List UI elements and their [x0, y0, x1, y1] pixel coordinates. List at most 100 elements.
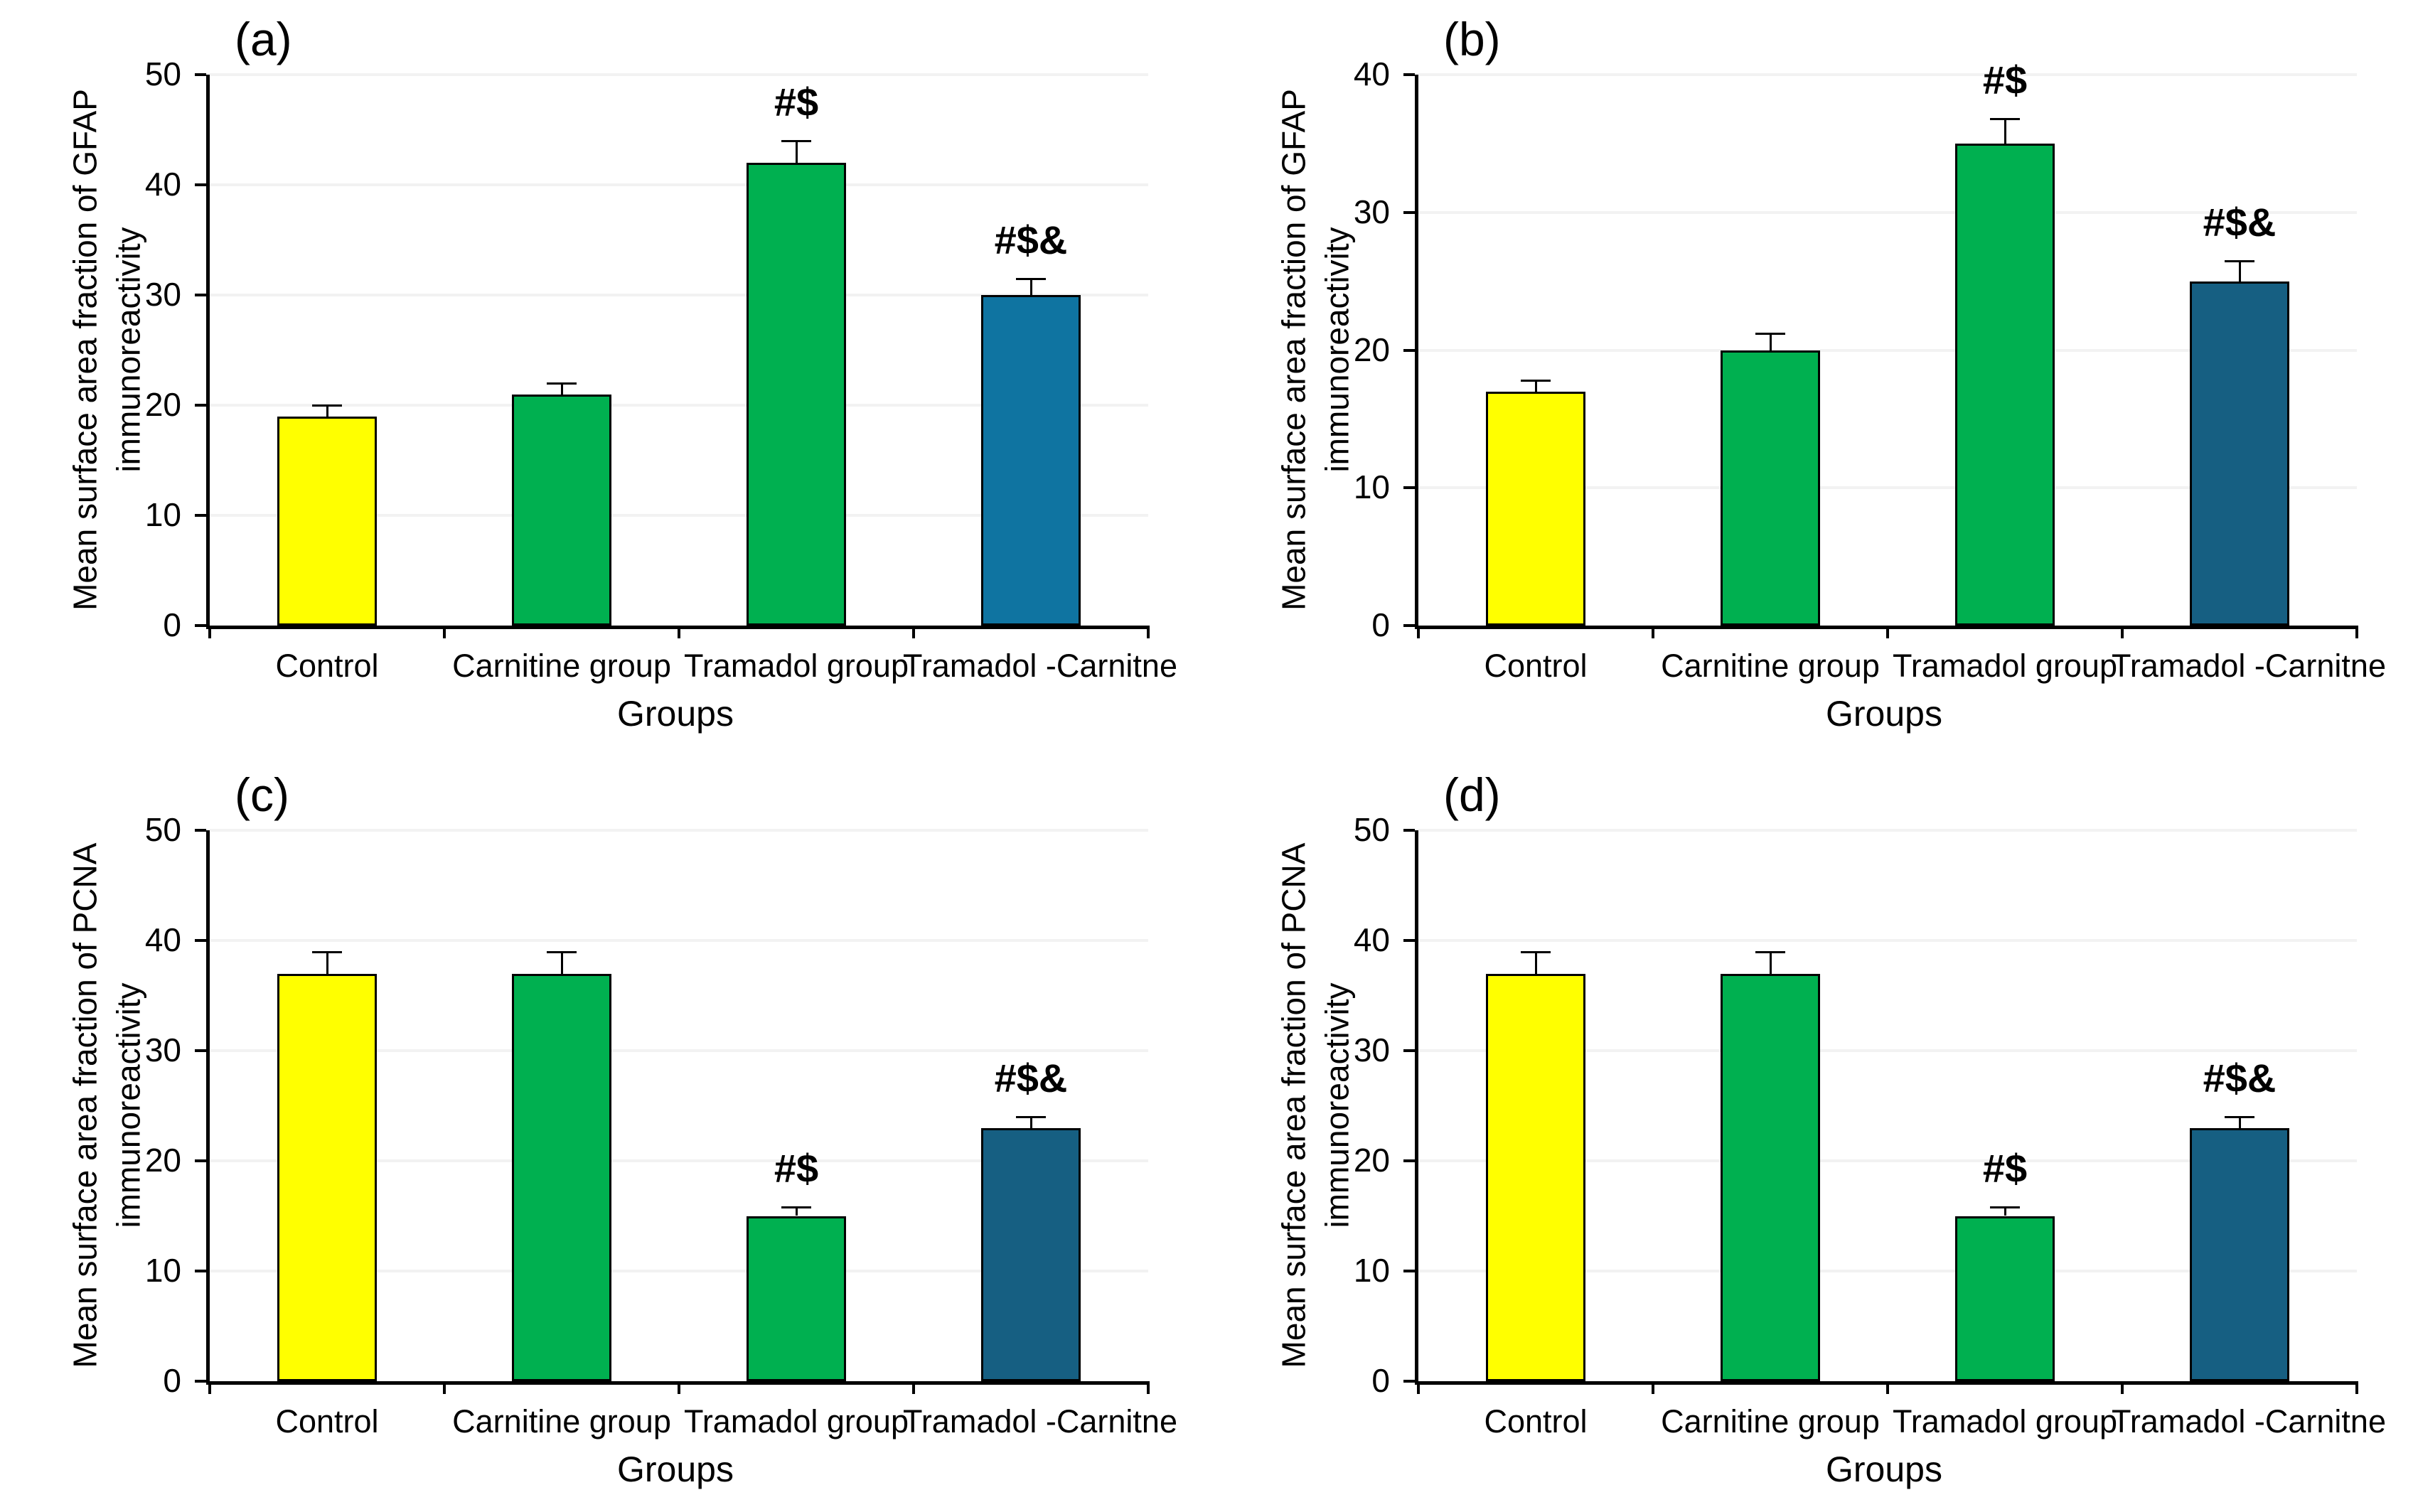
y-axis-tick — [195, 294, 206, 296]
x-category-label: Control — [275, 648, 379, 684]
y-tick-label: 0 — [1371, 606, 1390, 643]
x-axis-tick — [1652, 1381, 1654, 1394]
y-axis-tick — [195, 73, 206, 76]
bar-carnitine-group — [1721, 973, 1820, 1381]
y-axis-title: Mean surface area fraction of GFAP immun… — [66, 89, 146, 611]
error-bar — [326, 405, 328, 417]
error-bar — [326, 951, 328, 974]
error-bar — [1029, 1117, 1032, 1128]
y-tick-label: 40 — [144, 921, 181, 958]
y-axis-tick — [1403, 486, 1415, 490]
panel-label-d: (d) — [1443, 768, 1501, 821]
x-category-label: Carnitine group — [452, 1403, 671, 1439]
x-axis-tick — [912, 1381, 915, 1394]
x-category-label: Control — [275, 1403, 379, 1439]
chart-panel-d: (d) Mean surface area fraction of PCNA i… — [1209, 756, 2417, 1511]
significance-annotation: #$& — [2203, 199, 2277, 245]
error-bar-cap — [1016, 1116, 1046, 1118]
plot-area: 0 10 20 30 40 Control Carnitine group #$ Tramado… — [1354, 58, 2386, 683]
plot-area: 0 10 20 30 40 50 Control Carnitine group #$ Trama… — [145, 58, 1177, 683]
y-axis-tick — [195, 1049, 206, 1052]
y-tick-label: 40 — [1353, 55, 1390, 92]
error-bar-cap — [2225, 1116, 2254, 1118]
y-tick-label: 20 — [144, 386, 181, 423]
y-tick-label: 0 — [163, 606, 181, 643]
x-axis-tick — [208, 626, 211, 638]
x-axis-tick — [1147, 1381, 1150, 1394]
x-axis-tick — [1417, 1381, 1420, 1394]
chart-panel-c: (c) Mean surface area fraction of PCNA i… — [0, 756, 1209, 1511]
error-bar-cap — [547, 382, 577, 385]
error-bar-cap — [1755, 950, 1785, 953]
gridline-50 — [210, 73, 1148, 76]
x-axis-tick — [2121, 1381, 2124, 1394]
x-category-label: Tramadol group — [1893, 648, 2117, 684]
y-axis-tick — [1403, 624, 1415, 627]
y-tick-label: 10 — [1353, 1252, 1390, 1289]
x-axis-tick — [443, 626, 446, 638]
y-axis-title: Mean surface area fraction of PCNA immun… — [66, 842, 146, 1368]
error-bar — [560, 383, 563, 395]
y-axis-tick — [195, 829, 206, 832]
gridline-10 — [1418, 486, 2357, 490]
significance-annotation: #$ — [1982, 1146, 2028, 1191]
error-bar — [2004, 1207, 2006, 1216]
y-axis-tick — [1403, 1049, 1415, 1052]
x-category-label: Tramadol group — [1893, 1403, 2117, 1439]
y-axis-tick — [195, 183, 206, 186]
x-axis-title: Groups — [617, 1449, 734, 1489]
error-bar-cap — [1990, 118, 2020, 120]
y-axis-tick — [1403, 1380, 1415, 1383]
gridline-10 — [210, 1270, 1148, 1272]
x-axis-title: Groups — [1826, 1449, 1942, 1489]
gridline-20 — [210, 404, 1148, 407]
gridline-10 — [210, 514, 1148, 517]
gridline-40 — [1418, 939, 2357, 942]
bar-tramadol-carnitne — [981, 295, 1081, 626]
error-bar-cap — [781, 140, 811, 142]
bar-control — [277, 973, 377, 1381]
error-bar-cap — [1521, 380, 1551, 382]
bar-tramadol-carnitne — [981, 1127, 1081, 1381]
x-axis-tick — [1652, 626, 1654, 638]
significance-annotation: #$& — [2203, 1056, 2277, 1100]
y-tick-label: 30 — [144, 276, 181, 313]
error-bar-cap — [547, 950, 577, 953]
chart-panel-b: (b) Mean surface area fraction of GFAP i… — [1209, 0, 2417, 756]
x-category-label: Carnitine group — [1661, 648, 1880, 684]
chart-panel-a: (a) Mean surface area fraction of GFAP i… — [0, 0, 1209, 756]
x-axis-tick — [1147, 626, 1150, 638]
y-tick-label: 10 — [144, 1252, 181, 1289]
error-bar-cap — [781, 1206, 811, 1209]
bar-tramadol-group — [1955, 1216, 2055, 1381]
x-axis-tick — [443, 1381, 446, 1394]
error-bar — [2238, 1117, 2241, 1128]
y-tick-label: 20 — [1353, 331, 1390, 368]
bar-carnitine-group — [512, 973, 611, 1381]
x-category-label: Control — [1484, 648, 1588, 684]
bar-carnitine-group — [1721, 350, 1820, 626]
x-axis-tick — [678, 626, 680, 638]
x-axis-tick — [2355, 1381, 2358, 1394]
bar-control — [1486, 391, 1585, 626]
gridline-40 — [210, 183, 1148, 186]
y-tick-label: 40 — [1353, 921, 1390, 958]
x-axis-title: Groups — [617, 694, 734, 734]
error-bar-cap — [1990, 1206, 2020, 1209]
y-tick-label: 50 — [144, 811, 181, 848]
bar-tramadol-carnitne — [2190, 281, 2289, 626]
y-axis-tick — [1403, 1159, 1415, 1162]
error-bar-cap — [312, 404, 342, 407]
error-bar-cap — [312, 950, 342, 953]
y-tick-label: 50 — [144, 55, 181, 92]
gridline-20 — [210, 1159, 1148, 1162]
error-bar — [1029, 278, 1032, 295]
y-axis-tick — [195, 1380, 206, 1383]
y-axis-tick — [195, 939, 206, 942]
error-bar — [1534, 380, 1537, 392]
gridline-30 — [210, 294, 1148, 296]
error-bar — [795, 1207, 798, 1216]
x-axis-tick — [2121, 626, 2124, 638]
x-category-label: Carnitine group — [1661, 1403, 1880, 1439]
x-category-label: Tramadol -Carnitne — [903, 648, 1177, 684]
